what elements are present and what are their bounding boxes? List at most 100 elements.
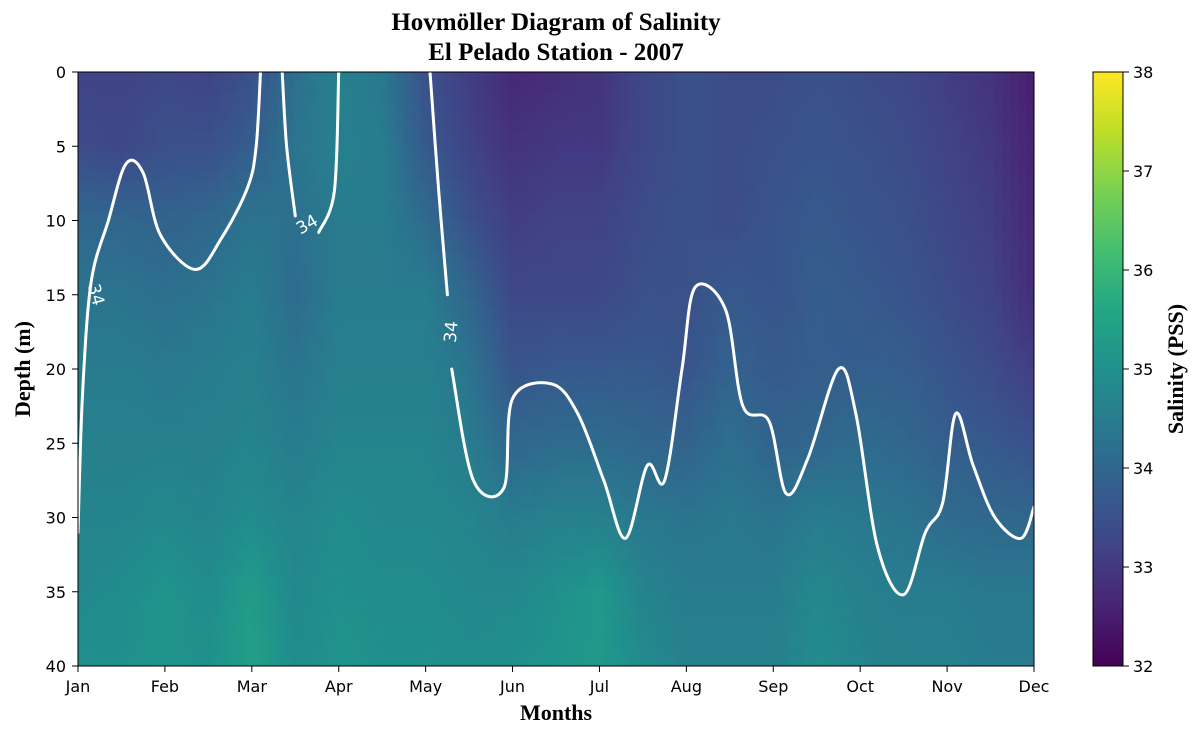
heatmap-cell [197,180,207,192]
heatmap-cell [404,388,414,400]
heatmap-cell [627,270,637,281]
heatmap-cell [595,91,605,103]
heatmap-cell [412,289,422,301]
heatmap-cell [189,458,199,469]
heatmap-cell [189,190,199,202]
heatmap-cell [93,111,103,123]
heatmap-cell [444,448,454,459]
heatmap-cell [476,586,485,598]
heatmap-cell [603,616,613,627]
heatmap-cell [444,81,454,93]
heatmap-cell [380,91,390,103]
heatmap-cell [500,606,509,618]
heatmap-cell [404,616,414,627]
heatmap-cell [181,72,191,83]
heatmap-cell [213,141,222,152]
heatmap-cell [707,220,716,231]
heatmap-cell [229,477,238,489]
heatmap-cell [78,131,87,142]
heatmap-cell [476,646,485,657]
heatmap-cell [101,81,111,93]
heatmap-cell [317,517,326,528]
heatmap-cell [420,487,430,499]
heatmap-cell [261,72,270,83]
heatmap-cell [285,319,294,330]
heatmap-cell [277,220,286,231]
heatmap-cell [468,428,477,439]
heatmap-cell [563,339,573,350]
heatmap-cell [603,190,613,202]
heatmap-cell [348,517,358,528]
heatmap-cell [149,180,159,192]
heatmap-cell [340,220,350,231]
heatmap-cell [404,141,414,152]
heatmap-cell [324,151,334,162]
heatmap-cell [651,240,661,251]
heatmap-cell [635,517,645,528]
heatmap-cell [213,210,222,222]
heatmap-cell [516,586,525,598]
heatmap-cell [412,448,422,459]
heatmap-cell [237,487,246,499]
heatmap-cell [420,388,430,400]
heatmap-cell [667,448,677,459]
heatmap-cell [364,448,374,459]
heatmap-cell [707,369,716,380]
heatmap-cell [579,438,589,449]
heatmap-cell [556,626,565,637]
heatmap-cell [133,497,143,509]
heatmap-cell [221,339,230,350]
heatmap-cell [293,527,302,538]
heatmap-cell [404,72,414,83]
heatmap-cell [436,527,446,538]
heatmap-cell [181,517,191,528]
heatmap-cell [516,91,525,103]
heatmap-cell [556,171,565,182]
heatmap-cell [404,190,414,202]
heatmap-cell [157,190,167,202]
heatmap-cell [715,200,724,212]
heatmap-cell [173,428,183,439]
heatmap-cell [579,378,589,390]
heatmap-cell [181,161,191,172]
heatmap-cell [460,240,469,251]
heatmap-cell [667,547,677,558]
heatmap-cell [149,299,159,311]
heatmap-cell [109,349,119,360]
heatmap-cell [540,408,549,420]
heatmap-cell [731,656,740,666]
heatmap-cell [189,418,199,429]
heatmap-cell [372,260,382,271]
heatmap-cell [635,131,645,142]
heatmap-cell [428,161,438,172]
heatmap-cell [285,567,294,578]
heatmap-cell [428,151,438,162]
heatmap-cell [348,270,358,281]
heatmap-cell [420,339,430,350]
heatmap-cell [93,349,103,360]
heatmap-cell [428,428,438,439]
heatmap-cell [611,141,621,152]
heatmap-cell [723,329,732,340]
heatmap-cell [699,487,708,499]
heatmap-cell [109,656,119,666]
heatmap-cell [492,101,501,113]
heatmap-cell [492,616,501,627]
heatmap-cell [627,289,637,301]
heatmap-cell [643,438,653,449]
heatmap-cell [643,359,653,370]
heatmap-cell [516,636,525,647]
heatmap-cell [659,428,669,439]
heatmap-cell [109,319,119,330]
heatmap-cell [723,121,732,132]
heatmap-cell [723,180,732,192]
heatmap-cell [237,557,246,568]
heatmap-cell [404,398,414,410]
heatmap-cell [436,171,446,182]
heatmap-cell [157,567,167,578]
heatmap-cell [245,319,254,330]
heatmap-cell [484,477,493,489]
heatmap-cell [516,656,525,666]
heatmap-cell [396,260,406,271]
heatmap-cell [332,408,342,420]
